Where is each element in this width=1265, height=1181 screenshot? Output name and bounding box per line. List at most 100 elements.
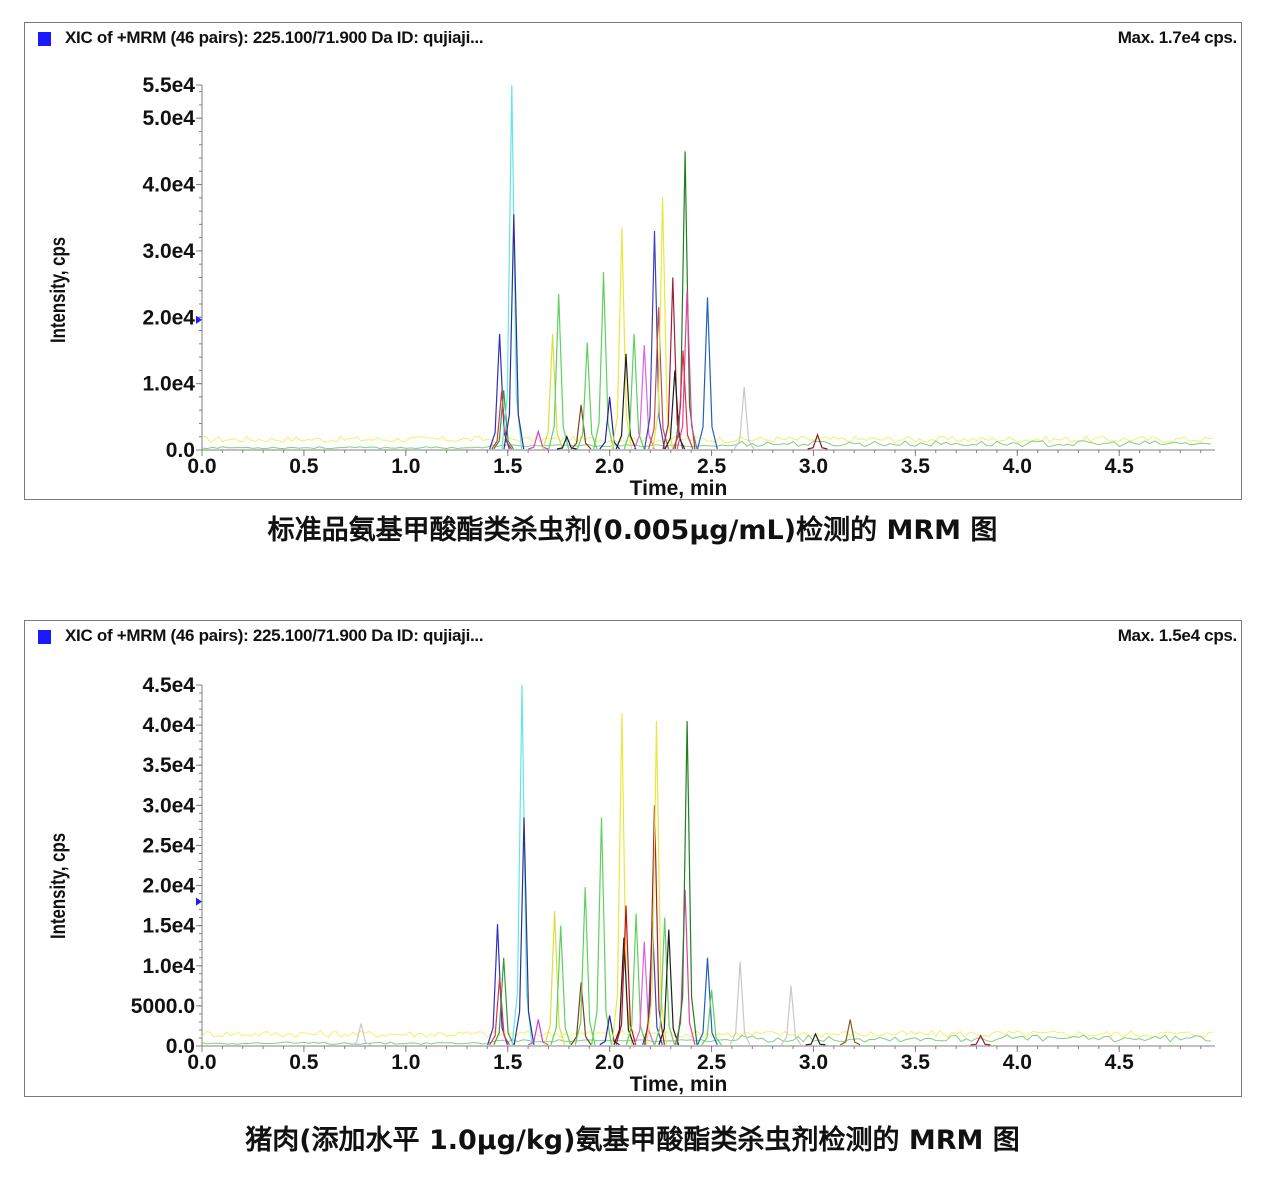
noise-trace — [201, 1034, 1211, 1045]
x-tick-label: 2.5 — [697, 455, 727, 478]
peak-trace — [729, 961, 751, 1046]
x-tick-label: 3.5 — [901, 1051, 931, 1074]
peak-trace — [701, 989, 722, 1046]
x-tick-label: 2.0 — [595, 1051, 624, 1074]
peak-trace — [652, 197, 674, 450]
chart-panel-2: XIC of +MRM (46 pairs): 225.100/71.900 D… — [24, 620, 1242, 1097]
peak-trace — [674, 889, 696, 1045]
y-tick-label: 4.0e4 — [142, 174, 195, 197]
x-tick-label: 4.0 — [1003, 455, 1032, 478]
x-tick-label: 3.0 — [799, 1051, 828, 1074]
max-intensity-label-2: Max. 1.5e4 cps. — [1117, 626, 1238, 645]
x-tick-label: 4.5 — [1105, 1051, 1135, 1074]
y-tick-label: 5.0e4 — [142, 107, 195, 130]
peak-trace — [599, 396, 620, 450]
peak-trace — [513, 817, 535, 1045]
y-tick-label: 1.0e4 — [142, 955, 195, 978]
peak-trace — [733, 386, 755, 450]
y-tick-label: 3.0e4 — [142, 794, 195, 817]
peak-trace — [556, 435, 577, 450]
peak-trace — [615, 905, 637, 1045]
y-tick-label: 2.0e4 — [142, 306, 195, 329]
peak-trace — [591, 817, 612, 1045]
y-tick-label: 1.0e4 — [142, 373, 195, 396]
peak-trace — [491, 391, 512, 450]
baseline-trace — [201, 435, 1214, 444]
peak-trace — [593, 272, 614, 450]
noise-trace — [201, 440, 1211, 450]
peak-trace — [840, 1019, 861, 1046]
x-tick-label: 1.0 — [391, 455, 420, 478]
x-axis-title: Time, min — [630, 477, 728, 499]
chart-svg-1: 0.0 1.0e4 2.0e4 3.0e4 4.0e4 5.0e4 5.5e4 0.0 0.5 1… — [142, 74, 1215, 499]
x-tick-label: 2.5 — [697, 1051, 727, 1074]
peak-trace — [623, 333, 645, 450]
peak-trace — [550, 925, 572, 1045]
y-tick-label: 5000.0 — [131, 995, 195, 1018]
y-tick-label: 2.5e4 — [142, 834, 195, 857]
y-tick-label: 5.5e4 — [142, 74, 195, 97]
peak-trace — [676, 290, 698, 450]
y-tick-label: 4.5e4 — [142, 674, 195, 697]
x-tick-label: 4.5 — [1105, 455, 1135, 478]
x-tick-label: 0.0 — [187, 1051, 216, 1074]
y-tick-label: 0.0 — [166, 439, 195, 462]
peak-trace — [503, 214, 525, 450]
peak-trace — [644, 230, 665, 450]
peak-trace — [633, 345, 655, 450]
caption-1: 标准品氨基甲酸酯类杀虫剂(0.005μg/mL)检测的 MRM 图 — [267, 515, 998, 546]
peak-trace — [489, 977, 510, 1046]
peak-trace — [493, 390, 514, 450]
chart-svg-2: 0.0 5000.0 1.0e4 1.5e4 2.0e4 2.5e4 3.0e4 3.5e4 4… — [131, 674, 1215, 1096]
peak-trace — [613, 937, 635, 1046]
chart-title-2: XIC of +MRM (46 pairs): 225.100/71.900 D… — [65, 626, 484, 645]
peak-trace — [697, 957, 718, 1046]
peak-trace — [599, 1015, 620, 1046]
x-tick-label: 0.5 — [289, 455, 319, 478]
peak-trace — [676, 721, 698, 1045]
x-tick-label: 3.0 — [799, 455, 828, 478]
peak-trace — [528, 1019, 549, 1046]
x-tick-label: 2.0 — [595, 455, 624, 478]
peak-trace — [807, 432, 828, 450]
peak-trace — [574, 887, 596, 1045]
marker-triangle-icon — [196, 897, 202, 906]
peak-trace — [548, 293, 570, 450]
chart-title-1: XIC of +MRM (46 pairs): 225.100/71.900 D… — [65, 28, 484, 47]
peak-trace — [611, 227, 633, 450]
peak-trace — [487, 924, 508, 1045]
peak-trace — [672, 350, 694, 450]
peak-trace — [570, 982, 592, 1046]
peak-trace — [697, 297, 718, 450]
peak-trace — [658, 929, 680, 1045]
y-tick-label: 1.5e4 — [142, 915, 195, 938]
peak-trace — [654, 917, 676, 1045]
peak-trace — [493, 957, 515, 1046]
peak-trace — [805, 1032, 826, 1046]
x-tick-label: 1.5 — [493, 455, 523, 478]
y-tick-label: 2.0e4 — [142, 875, 195, 898]
peak-trace — [662, 277, 684, 450]
y-tick-label: 4.0e4 — [142, 714, 195, 737]
peak-trace — [970, 1034, 991, 1046]
marker-triangle-icon — [196, 315, 202, 324]
peak-trace — [615, 353, 637, 450]
peak-trace — [674, 151, 696, 450]
x-tick-label: 0.0 — [187, 455, 216, 478]
peak-trace — [542, 333, 563, 450]
x-tick-label: 0.5 — [289, 1051, 319, 1074]
peak-trace — [648, 307, 669, 450]
series-square-icon — [38, 32, 51, 46]
x-tick-label: 1.5 — [493, 1051, 523, 1074]
x-tick-label: 4.0 — [1003, 1051, 1032, 1074]
series-square-icon — [38, 630, 51, 644]
x-tick-label: 3.5 — [901, 455, 931, 478]
peak-trace — [501, 84, 523, 450]
peak-trace — [576, 342, 598, 450]
max-intensity-label-1: Max. 1.7e4 cps. — [1117, 28, 1238, 47]
peak-trace — [780, 985, 802, 1046]
x-axis-title: Time, min — [630, 1073, 728, 1096]
peak-trace — [544, 911, 566, 1045]
y-tick-label: 0.0 — [166, 1035, 195, 1058]
chart-panel-1: XIC of +MRM (46 pairs): 225.100/71.900 D… — [24, 22, 1242, 500]
